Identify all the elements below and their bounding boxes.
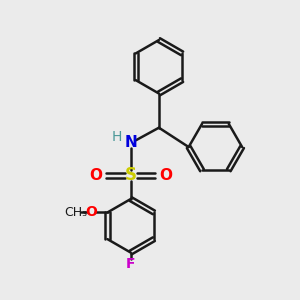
Text: H: H [112, 130, 122, 144]
Text: N: N [124, 135, 137, 150]
Text: CH₃: CH₃ [64, 206, 87, 219]
Text: O: O [85, 206, 97, 219]
Text: S: S [125, 166, 137, 184]
Text: F: F [126, 257, 135, 272]
Text: O: O [159, 168, 172, 183]
Text: O: O [89, 168, 102, 183]
